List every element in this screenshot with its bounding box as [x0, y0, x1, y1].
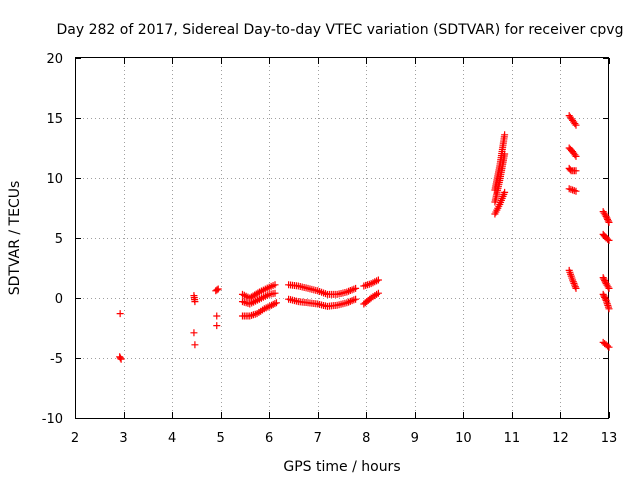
- y-tick-labels: -10 -5 0 5 10 15 20: [42, 52, 63, 427]
- data-point: [116, 310, 124, 318]
- data-point: [600, 292, 608, 300]
- data-point: [271, 289, 279, 297]
- x-tick-label: 13: [601, 431, 618, 446]
- grid-lines: [75, 58, 609, 418]
- data-point: [572, 121, 580, 129]
- data-point: [601, 277, 609, 285]
- x-tick-label: 11: [504, 431, 521, 446]
- chart-title: Day 282 of 2017, Sidereal Day-to-day VTE…: [57, 22, 624, 38]
- data-point: [501, 131, 509, 139]
- x-tick-label: 10: [455, 431, 472, 446]
- y-tick-label: 15: [46, 112, 63, 127]
- x-tick-label: 5: [216, 431, 224, 446]
- data-point: [601, 278, 609, 286]
- data-point: [569, 276, 577, 284]
- y-axis-label: SDTVAR / TECUs: [7, 181, 23, 296]
- data-point: [605, 343, 613, 351]
- data-point: [271, 300, 279, 308]
- y-tick-label: 10: [46, 172, 63, 187]
- data-point: [271, 281, 279, 289]
- x-tick-label: 6: [265, 431, 273, 446]
- y-tick-label: 0: [55, 292, 63, 307]
- data-point: [117, 355, 125, 363]
- data-point: [604, 342, 612, 350]
- data-point: [569, 278, 577, 286]
- x-tick-label: 2: [71, 431, 79, 446]
- data-point: [268, 301, 276, 309]
- data-point: [213, 322, 221, 330]
- data-point: [190, 329, 198, 337]
- data-point: [605, 284, 613, 292]
- x-tick-label: 3: [119, 431, 127, 446]
- data-point: [572, 284, 580, 292]
- y-tick-label: 5: [55, 232, 63, 247]
- data-point: [116, 354, 124, 362]
- data-point: [571, 281, 579, 289]
- data-point: [571, 151, 579, 159]
- data-point: [601, 211, 609, 219]
- data-point: [604, 235, 612, 243]
- x-tick-label: 7: [314, 431, 322, 446]
- x-tick-label: 12: [552, 431, 569, 446]
- data-point: [605, 236, 613, 244]
- data-point: [191, 298, 199, 306]
- y-tick-label: 20: [46, 52, 63, 67]
- x-tick-label: 9: [411, 431, 419, 446]
- data-point: [213, 286, 221, 294]
- y-tick-label: -10: [42, 412, 63, 427]
- data-point: [604, 217, 612, 225]
- x-tick-label: 4: [168, 431, 176, 446]
- data-point: [570, 279, 578, 287]
- data-point: [352, 295, 360, 303]
- data-point: [605, 305, 613, 313]
- data-point: [600, 275, 608, 283]
- x-tick-labels: 2 3 4 5 6 7 8 9 10 11 12 13: [71, 431, 617, 446]
- x-tick-label: 8: [362, 431, 370, 446]
- data-point: [191, 341, 199, 349]
- data-point: [374, 289, 382, 297]
- data-point: [604, 283, 612, 291]
- data-point: [254, 289, 262, 297]
- data-point: [601, 293, 609, 301]
- data-point: [572, 152, 580, 160]
- data-point: [599, 290, 607, 298]
- data-point: [501, 188, 509, 196]
- x-axis-label: GPS time / hours: [283, 459, 400, 475]
- data-point: [213, 312, 221, 320]
- data-point: [572, 187, 580, 195]
- data-point: [571, 120, 579, 128]
- data-point: [601, 295, 609, 303]
- data-point: [269, 300, 277, 308]
- data-point: [572, 167, 580, 175]
- data-point: [602, 212, 610, 220]
- data-point: [604, 215, 612, 223]
- data-point: [272, 299, 280, 307]
- data-point: [352, 284, 360, 292]
- data-points: [116, 112, 613, 363]
- y-tick-label: -5: [50, 352, 63, 367]
- data-point: [599, 274, 607, 282]
- data-point: [571, 283, 579, 291]
- data-point: [605, 218, 613, 226]
- data-point: [214, 285, 222, 293]
- data-point: [501, 150, 509, 158]
- data-point: [374, 276, 382, 284]
- data-point: [603, 214, 611, 222]
